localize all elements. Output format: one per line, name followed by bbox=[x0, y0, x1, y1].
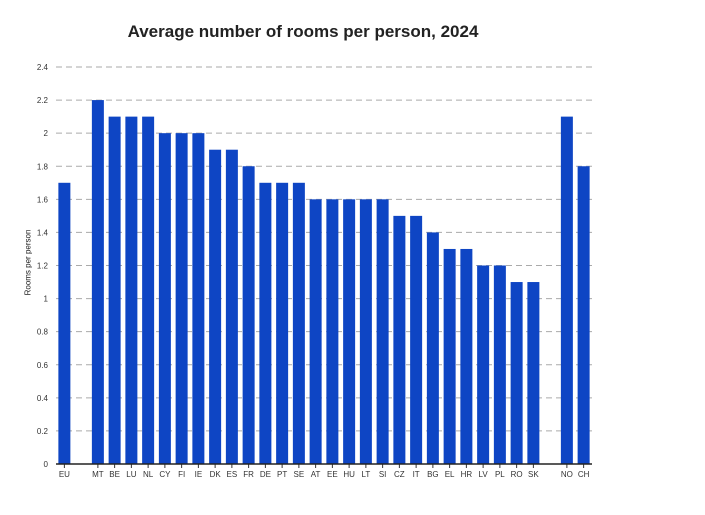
x-tick-label: CY bbox=[159, 470, 171, 479]
bar-ie bbox=[192, 133, 205, 464]
bar-dk bbox=[209, 149, 222, 465]
x-tick-label: IT bbox=[413, 470, 420, 479]
bar-hu bbox=[343, 199, 356, 465]
x-tick-label: IE bbox=[195, 470, 203, 479]
x-tick-label: EU bbox=[59, 470, 70, 479]
x-tick-label: AT bbox=[311, 470, 321, 479]
y-tick-label: 1 bbox=[44, 295, 49, 304]
y-tick-label: 0.2 bbox=[37, 427, 49, 436]
x-tick-label: NL bbox=[143, 470, 154, 479]
bar-pt bbox=[276, 182, 289, 464]
x-tick-label: BE bbox=[109, 470, 120, 479]
bar-ro bbox=[510, 282, 523, 464]
bar-be bbox=[108, 116, 121, 464]
bar-hr bbox=[460, 248, 473, 464]
bar-fr bbox=[242, 166, 255, 464]
bar-lt bbox=[359, 199, 372, 465]
x-tick-label: MT bbox=[92, 470, 104, 479]
y-tick-label: 2.4 bbox=[37, 63, 49, 72]
x-tick-label: LV bbox=[479, 470, 489, 479]
bar-lv bbox=[477, 265, 490, 464]
x-tick-label: HR bbox=[461, 470, 473, 479]
x-tick-label: DE bbox=[260, 470, 271, 479]
x-tick-label: CZ bbox=[394, 470, 405, 479]
y-tick-label: 2 bbox=[44, 129, 49, 138]
y-tick-label: 0.6 bbox=[37, 361, 49, 370]
x-tick-label: EE bbox=[327, 470, 338, 479]
y-tick-label: 0 bbox=[44, 460, 49, 469]
x-tick-label: SE bbox=[294, 470, 305, 479]
bar-lu bbox=[125, 116, 138, 464]
x-tick-label: ES bbox=[227, 470, 238, 479]
x-tick-label: LU bbox=[126, 470, 136, 479]
y-tick-label: 0.8 bbox=[37, 328, 49, 337]
x-tick-label: LT bbox=[362, 470, 371, 479]
x-tick-label: FR bbox=[243, 470, 254, 479]
x-tick-label: HU bbox=[343, 470, 355, 479]
bar-no bbox=[560, 116, 573, 464]
x-tick-label: SK bbox=[528, 470, 539, 479]
bar-ee bbox=[326, 199, 339, 465]
bar-bg bbox=[426, 232, 439, 464]
bar-cy bbox=[158, 133, 171, 464]
x-tick-label: NO bbox=[561, 470, 573, 479]
bar-ch bbox=[577, 166, 590, 464]
x-tick-label: DK bbox=[210, 470, 222, 479]
bar-pl bbox=[493, 265, 506, 464]
bar-cz bbox=[393, 215, 406, 464]
bar-eu bbox=[58, 182, 71, 464]
bar-nl bbox=[142, 116, 155, 464]
x-tick-label: PL bbox=[495, 470, 505, 479]
bar-at bbox=[309, 199, 322, 465]
bar-el bbox=[443, 248, 456, 464]
bar-se bbox=[292, 182, 305, 464]
x-tick-label: CH bbox=[578, 470, 590, 479]
x-tick-label: FI bbox=[178, 470, 185, 479]
bar-fi bbox=[175, 133, 188, 464]
bar-mt bbox=[91, 100, 104, 464]
bar-de bbox=[259, 182, 272, 464]
y-tick-label: 1.8 bbox=[37, 162, 49, 171]
chart-title: Average number of rooms per person, 2024 bbox=[127, 22, 479, 41]
x-tick-label: SI bbox=[379, 470, 387, 479]
x-tick-label: EL bbox=[445, 470, 455, 479]
bar-si bbox=[376, 199, 389, 465]
y-tick-label: 1.2 bbox=[37, 262, 49, 271]
x-tick-label: PT bbox=[277, 470, 287, 479]
bar-it bbox=[410, 215, 423, 464]
bar-sk bbox=[527, 282, 540, 464]
y-tick-label: 1.6 bbox=[37, 195, 49, 204]
y-tick-label: 1.4 bbox=[37, 228, 49, 237]
x-tick-label: BG bbox=[427, 470, 439, 479]
y-tick-label: 0.4 bbox=[37, 394, 49, 403]
y-tick-label: 2.2 bbox=[37, 96, 49, 105]
x-tick-label: RO bbox=[511, 470, 523, 479]
bar-es bbox=[225, 149, 238, 465]
